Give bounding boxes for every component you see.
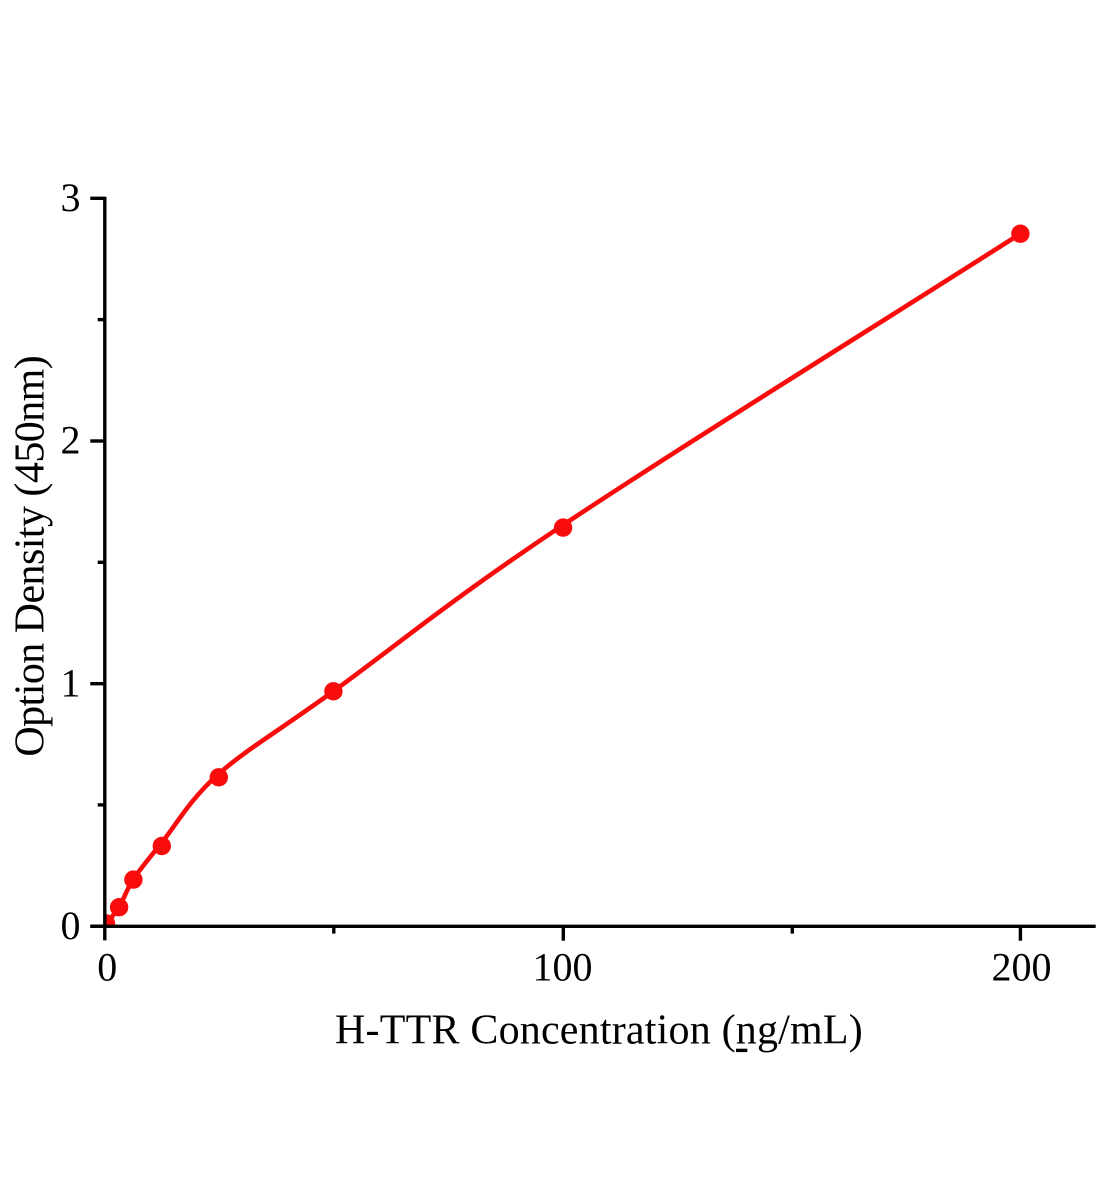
svg-text:0: 0: [97, 945, 117, 990]
svg-text:3: 3: [61, 175, 81, 220]
svg-text:Option Density (450nm): Option Density (450nm): [8, 356, 54, 757]
svg-text:0: 0: [61, 903, 81, 948]
svg-text:2: 2: [61, 418, 81, 463]
svg-text:H-TTR Concentration (ng/mL): H-TTR Concentration (ng/mL): [335, 1008, 863, 1054]
svg-text:200: 200: [992, 945, 1052, 990]
svg-text:1: 1: [61, 660, 81, 705]
svg-text:100: 100: [533, 945, 593, 990]
